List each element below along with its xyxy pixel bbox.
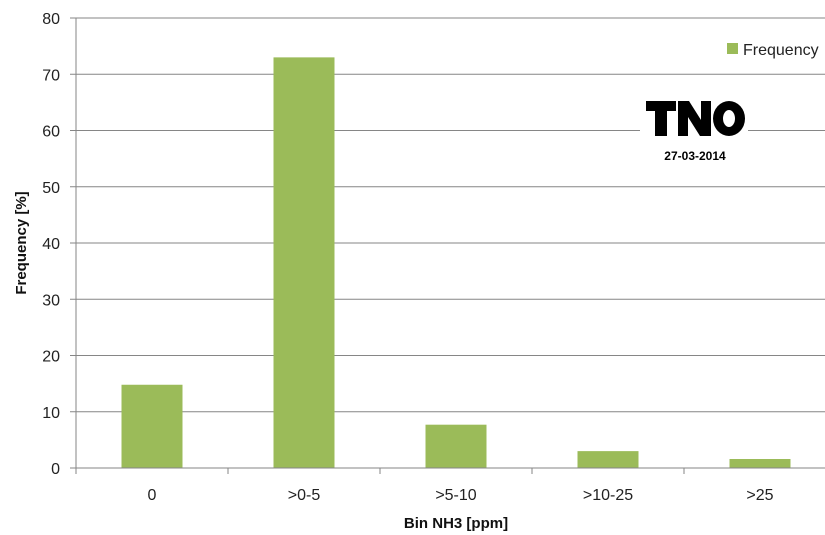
x-tick-label: >10-25 [583,487,633,504]
y-tick-label: 30 [42,292,60,309]
y-tick-label: 40 [42,236,60,253]
y-tick-label: 70 [42,67,60,84]
legend: Frequency [727,42,819,59]
bar [121,384,183,468]
tno-wordmark [646,101,745,136]
y-tick-label: 60 [42,124,60,141]
x-tick-label: >25 [746,487,773,504]
bars [121,57,791,468]
bar [273,57,335,468]
x-axis-ticks: 0 >0-5 >5-10 >10-25 >25 [75,468,774,504]
y-tick-label: 10 [42,405,60,422]
y-axis-title: Frequency [%] [13,191,30,294]
y-tick-label: 0 [51,461,60,478]
gridlines [76,17,825,413]
bar [577,451,639,468]
legend-swatch [727,43,738,54]
logo-date: 27-03-2014 [664,149,726,163]
y-tick-label: 80 [42,11,60,28]
x-tick-label: 0 [148,487,157,504]
bar [729,459,791,468]
y-tick-label: 50 [42,180,60,197]
tno-logo: 27-03-2014 [640,96,748,163]
bar [425,424,487,468]
x-tick-label: >0-5 [288,487,321,504]
legend-label: Frequency [743,42,819,59]
x-axis-title: Bin NH3 [ppm] [404,515,508,532]
x-tick-label: >5-10 [435,487,476,504]
y-axis-ticks: 0 10 20 30 40 50 60 70 80 [42,11,77,478]
y-tick-label: 20 [42,349,60,366]
